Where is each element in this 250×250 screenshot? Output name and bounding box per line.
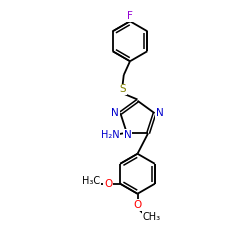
Text: N: N: [111, 108, 119, 118]
Text: H₂N: H₂N: [100, 130, 119, 140]
Text: O: O: [104, 179, 112, 189]
Text: N: N: [156, 108, 164, 118]
Text: F: F: [127, 11, 133, 21]
Text: N: N: [124, 130, 131, 140]
Text: S: S: [119, 84, 126, 94]
Text: O: O: [134, 200, 141, 210]
Text: H₃C: H₃C: [82, 176, 100, 186]
Text: CH₃: CH₃: [143, 212, 161, 222]
